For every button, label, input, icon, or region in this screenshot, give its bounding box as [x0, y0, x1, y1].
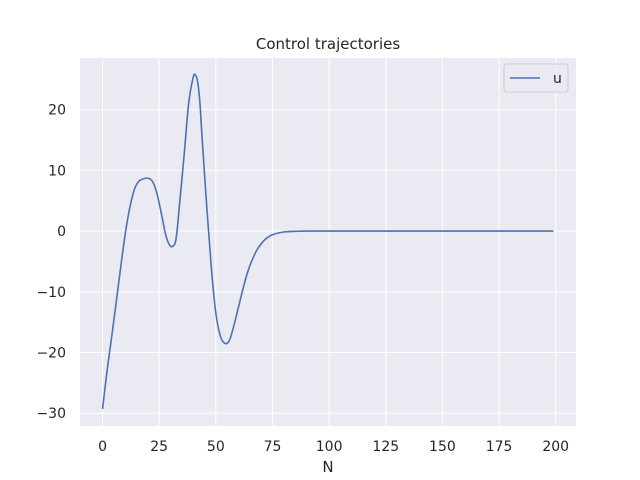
y-tick-label: −10: [36, 285, 66, 301]
plot-area: [80, 58, 576, 426]
gridlines: [80, 58, 576, 426]
x-tick-label: 50: [207, 439, 225, 455]
y-tick-label: 20: [48, 103, 66, 119]
x-tick-label: 125: [372, 439, 399, 455]
x-tick-label: 175: [486, 439, 513, 455]
x-tick-label: 25: [150, 439, 168, 455]
legend: u: [503, 63, 569, 93]
x-tick-label: 150: [429, 439, 456, 455]
x-tick-label: 200: [542, 439, 569, 455]
y-tick-label: −30: [36, 406, 66, 422]
legend-label-u: u: [553, 71, 562, 87]
x-tick-label: 0: [98, 439, 107, 455]
series-line-u: [101, 73, 554, 410]
chart-title: Control trajectories: [256, 35, 400, 53]
y-tick-label: 10: [48, 163, 66, 179]
x-axis-label: N: [322, 458, 333, 476]
series-lines: [101, 73, 554, 410]
y-tick-label: −20: [36, 346, 66, 362]
x-tick-label: 75: [264, 439, 282, 455]
y-tick-label: 0: [57, 224, 66, 240]
x-tick-label: 100: [316, 439, 343, 455]
tick-labels: 0 25 50 75 100 125 150 175 200 −30 −20 −10 0 10 20: [36, 103, 569, 455]
